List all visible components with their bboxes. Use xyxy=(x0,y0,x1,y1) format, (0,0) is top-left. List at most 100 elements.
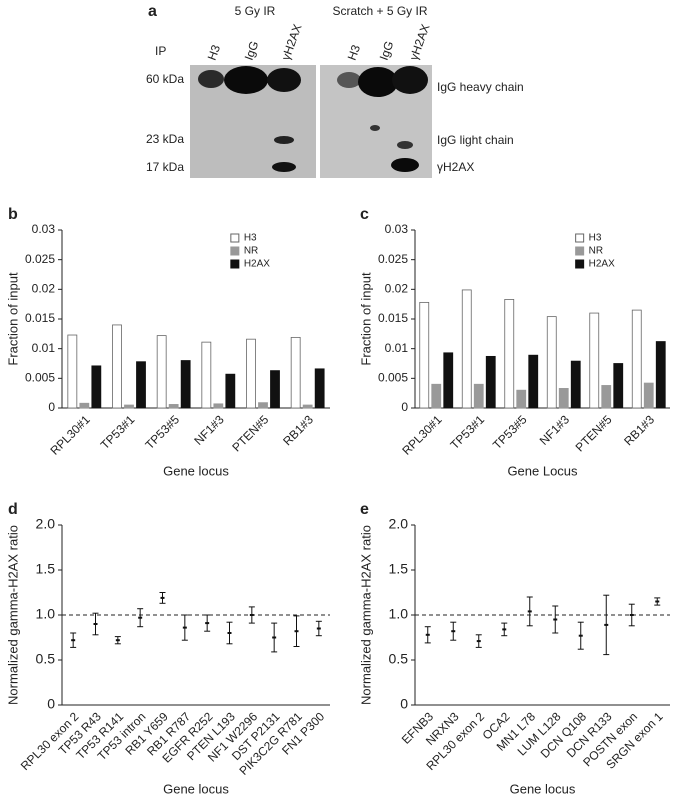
legend-swatch xyxy=(575,246,585,256)
x-tick-label: RB1#3 xyxy=(280,412,316,448)
panel-label: a xyxy=(148,3,157,20)
legend-swatch xyxy=(230,259,240,269)
y-axis-label: Fraction of input xyxy=(358,272,373,366)
legend-label: H3 xyxy=(244,233,257,244)
lane-label: γH2AX xyxy=(279,22,305,62)
bar xyxy=(270,370,280,409)
y-tick-label: 0.5 xyxy=(389,651,409,667)
bar xyxy=(156,335,167,409)
bar xyxy=(246,338,256,409)
marker-label: 23 kDa xyxy=(146,132,184,146)
band xyxy=(274,136,294,144)
bar xyxy=(461,289,472,409)
lane-label: H3 xyxy=(345,43,364,63)
y-tick-label: 0 xyxy=(47,696,55,712)
x-tick-label: TP53#5 xyxy=(142,412,182,452)
x-axis-label: Gene locus xyxy=(163,781,229,796)
bar xyxy=(504,299,515,409)
lane-label: γH2AX xyxy=(407,22,433,62)
y-tick-label: 1.5 xyxy=(389,561,409,577)
bar xyxy=(431,383,442,409)
bar xyxy=(631,309,642,409)
bar xyxy=(290,336,301,409)
legend-swatch xyxy=(230,246,240,256)
bar xyxy=(201,341,212,409)
band xyxy=(337,72,361,88)
condition-label: Scratch + 5 Gy IR xyxy=(332,4,427,18)
y-tick-label: 2.0 xyxy=(36,516,56,532)
y-tick-label: 0.02 xyxy=(32,282,56,296)
bar xyxy=(546,316,557,409)
band-label: γH2AX xyxy=(437,160,474,174)
y-tick-label: 0.5 xyxy=(36,651,56,667)
bar xyxy=(112,324,122,409)
x-tick-label: TP53#5 xyxy=(490,412,530,452)
y-tick-label: 0.01 xyxy=(385,341,409,355)
bar xyxy=(601,385,612,409)
bar xyxy=(528,354,539,409)
band xyxy=(370,125,380,131)
panel-label: e xyxy=(360,501,369,518)
band xyxy=(224,66,268,94)
band xyxy=(358,67,398,97)
bar xyxy=(302,404,313,409)
bar xyxy=(180,360,191,409)
bar xyxy=(225,373,236,409)
lane-label: IgG xyxy=(377,39,397,62)
x-tick-label: RPL30#1 xyxy=(47,412,93,458)
bar xyxy=(91,365,102,409)
x-tick-label: NF1#3 xyxy=(191,412,227,448)
y-tick-label: 0.015 xyxy=(378,311,408,325)
marker-label: 17 kDa xyxy=(146,160,184,174)
legend-swatch xyxy=(575,233,585,243)
y-tick-label: 2.0 xyxy=(389,516,409,532)
y-tick-label: 0 xyxy=(48,400,55,414)
lane-label: H3 xyxy=(205,43,224,63)
x-tick-label: RB1#3 xyxy=(621,412,657,448)
bar xyxy=(643,382,654,409)
legend-swatch xyxy=(230,233,240,243)
band xyxy=(198,70,224,88)
bar xyxy=(213,403,224,409)
legend-label: NR xyxy=(589,246,603,257)
bar xyxy=(516,389,527,409)
y-tick-label: 1.5 xyxy=(36,561,56,577)
lane-label: IgG xyxy=(242,39,262,62)
bar xyxy=(443,352,454,409)
band xyxy=(267,68,301,92)
y-tick-label: 0 xyxy=(401,400,408,414)
band xyxy=(397,141,413,149)
ip-label: IP xyxy=(155,44,166,58)
x-tick-label: TP53#1 xyxy=(447,412,487,452)
x-tick-label: TP53#1 xyxy=(98,412,138,452)
y-tick-label: 0.005 xyxy=(25,371,55,385)
bar xyxy=(136,361,146,409)
y-tick-label: 1.0 xyxy=(36,606,56,622)
bar xyxy=(613,363,624,409)
panel-label: b xyxy=(8,206,18,223)
bar xyxy=(589,312,600,409)
x-tick-label: PTEN#5 xyxy=(573,412,615,454)
bar xyxy=(79,402,90,409)
bar xyxy=(314,368,325,409)
bar xyxy=(485,355,496,409)
y-tick-label: 0.025 xyxy=(25,252,55,266)
x-axis-label: Gene locus xyxy=(163,463,229,478)
bar xyxy=(124,404,134,409)
y-tick-label: 0 xyxy=(400,696,408,712)
y-axis-label: Fraction of input xyxy=(5,272,20,366)
panel-label: c xyxy=(360,206,369,223)
band-label: IgG heavy chain xyxy=(437,80,524,94)
x-axis-label: Gene locus xyxy=(510,781,576,796)
y-tick-label: 0.03 xyxy=(32,222,56,236)
band xyxy=(272,162,296,172)
legend-swatch xyxy=(575,259,585,269)
legend-label: H2AX xyxy=(244,259,270,270)
bar xyxy=(473,383,484,409)
bar xyxy=(419,301,430,409)
bar xyxy=(655,341,666,409)
panel-label: d xyxy=(8,501,18,518)
y-tick-label: 0.01 xyxy=(32,341,56,355)
y-axis-label: Normalized gamma-H2AX ratio xyxy=(358,525,373,705)
